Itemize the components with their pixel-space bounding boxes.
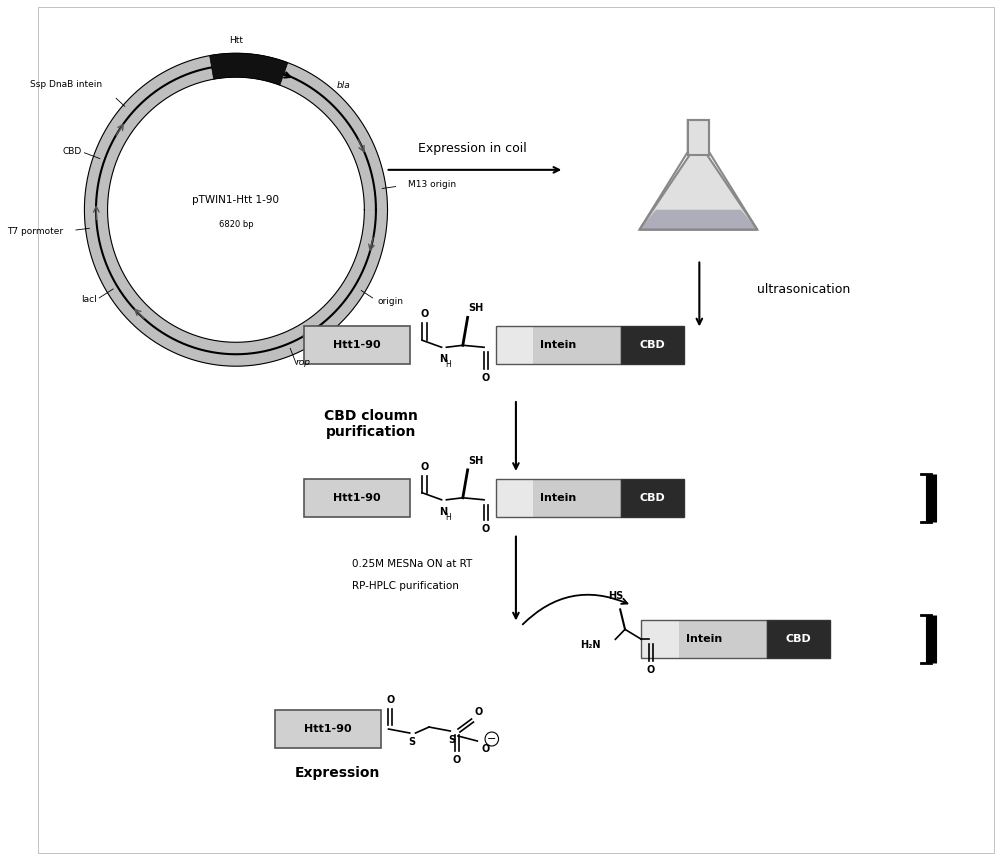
FancyBboxPatch shape: [496, 326, 621, 364]
Text: rop: rop: [296, 357, 311, 367]
Polygon shape: [84, 53, 388, 366]
Text: pTWIN1-Htt 1-90: pTWIN1-Htt 1-90: [192, 195, 279, 204]
Text: Htt1-90: Htt1-90: [304, 724, 351, 734]
FancyBboxPatch shape: [496, 478, 533, 517]
Text: N: N: [439, 354, 448, 364]
Text: Expression in coil: Expression in coil: [418, 142, 527, 155]
Text: H: H: [445, 513, 451, 521]
Text: Htt1-90: Htt1-90: [333, 493, 380, 503]
Text: SH: SH: [469, 456, 484, 466]
FancyBboxPatch shape: [767, 620, 830, 658]
Text: CBD: CBD: [640, 340, 665, 350]
Text: O: O: [482, 373, 490, 383]
Text: SH: SH: [469, 303, 484, 314]
Text: N: N: [439, 507, 448, 517]
Text: lacI: lacI: [81, 295, 97, 304]
Text: S: S: [408, 737, 415, 747]
FancyBboxPatch shape: [621, 326, 684, 364]
Text: T7 pormoter: T7 pormoter: [7, 227, 63, 236]
Text: O: O: [481, 744, 489, 754]
Text: Ssp DnaB intein: Ssp DnaB intein: [30, 81, 102, 89]
Text: O: O: [453, 755, 461, 765]
FancyBboxPatch shape: [621, 478, 684, 517]
FancyBboxPatch shape: [496, 326, 533, 364]
Text: O: O: [386, 695, 395, 705]
Polygon shape: [688, 120, 709, 155]
Text: 0.25M MESNa ON at RT: 0.25M MESNa ON at RT: [352, 558, 472, 569]
Text: 6820 bp: 6820 bp: [219, 220, 253, 229]
Polygon shape: [210, 53, 288, 85]
Text: Intein: Intein: [540, 340, 577, 350]
Text: Intein: Intein: [686, 634, 722, 644]
Polygon shape: [639, 210, 757, 229]
Text: ultrasonication: ultrasonication: [757, 283, 851, 296]
FancyBboxPatch shape: [304, 478, 410, 517]
FancyBboxPatch shape: [496, 478, 621, 517]
Text: CBD: CBD: [640, 493, 665, 503]
Text: −: −: [487, 734, 496, 744]
Text: M13 origin: M13 origin: [408, 180, 456, 189]
Text: Htt: Htt: [229, 36, 243, 45]
Text: O: O: [647, 665, 655, 675]
Text: RP-HPLC purification: RP-HPLC purification: [352, 582, 459, 592]
Text: S: S: [449, 735, 456, 745]
Text: O: O: [420, 309, 428, 320]
Text: CBD: CBD: [62, 147, 82, 156]
Text: H: H: [445, 360, 451, 369]
Text: HS: HS: [608, 592, 623, 601]
Text: O: O: [420, 462, 428, 472]
FancyBboxPatch shape: [641, 620, 767, 658]
Text: CBD: CBD: [785, 634, 811, 644]
Text: Intein: Intein: [540, 493, 577, 503]
Text: bla: bla: [337, 81, 351, 89]
Text: H₂N: H₂N: [580, 640, 601, 650]
Text: Expression: Expression: [295, 766, 380, 780]
Text: O: O: [482, 524, 490, 533]
Polygon shape: [639, 155, 757, 229]
FancyBboxPatch shape: [304, 326, 410, 364]
Text: origin: origin: [378, 296, 404, 306]
FancyBboxPatch shape: [641, 620, 679, 658]
Text: O: O: [474, 707, 483, 717]
FancyBboxPatch shape: [275, 710, 381, 748]
Text: Htt1-90: Htt1-90: [333, 340, 380, 350]
Text: CBD cloumn
purification: CBD cloumn purification: [324, 409, 418, 439]
